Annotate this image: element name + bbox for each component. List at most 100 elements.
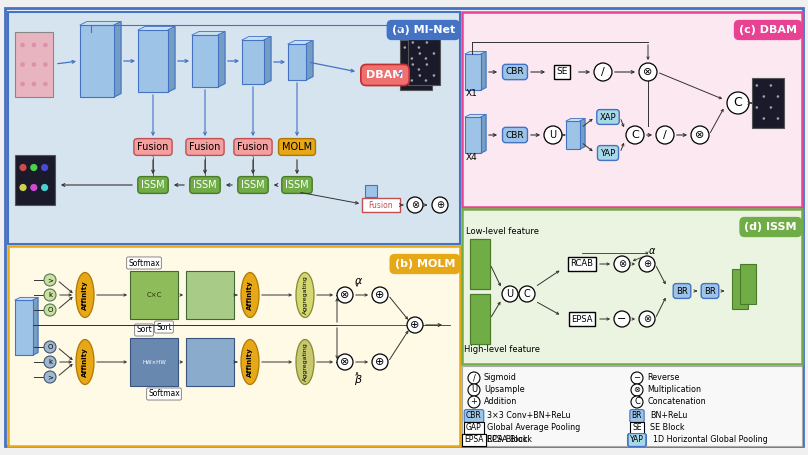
Circle shape [727, 92, 749, 114]
Polygon shape [33, 298, 38, 355]
Bar [740, 264, 756, 304]
Circle shape [468, 372, 480, 384]
Text: MOLM: MOLM [282, 142, 312, 152]
Text: Upsample: Upsample [484, 385, 524, 394]
Circle shape [472, 246, 473, 248]
Ellipse shape [241, 273, 259, 318]
Circle shape [425, 57, 427, 60]
Ellipse shape [76, 339, 94, 384]
Bar [365, 185, 377, 197]
Text: GAP: GAP [466, 424, 482, 433]
Circle shape [755, 84, 758, 87]
Text: SE Block: SE Block [650, 424, 684, 433]
Circle shape [426, 41, 428, 44]
Text: ⊗: ⊗ [411, 200, 419, 210]
Text: Affinity: Affinity [247, 280, 253, 310]
Bar [242, 40, 264, 84]
Text: ISSM: ISSM [285, 180, 309, 190]
Circle shape [44, 356, 56, 368]
Bar [288, 44, 306, 80]
Text: SE: SE [632, 424, 642, 433]
Text: O: O [48, 307, 53, 313]
Bar [192, 35, 218, 87]
Text: Fusion: Fusion [368, 201, 393, 209]
Circle shape [411, 63, 414, 66]
Polygon shape [580, 118, 585, 149]
Text: (a) MI-Net: (a) MI-Net [392, 25, 455, 35]
Circle shape [477, 312, 478, 313]
Circle shape [481, 323, 482, 324]
Bar [362, 198, 400, 212]
Text: k: k [48, 292, 52, 298]
Circle shape [481, 301, 482, 302]
Circle shape [631, 396, 643, 408]
Text: HW×HW: HW×HW [142, 359, 166, 364]
Circle shape [626, 126, 644, 144]
Text: Low-level feature: Low-level feature [465, 227, 538, 236]
Text: ⊗: ⊗ [643, 314, 651, 324]
Circle shape [639, 256, 655, 272]
Text: Reverse: Reverse [647, 374, 680, 383]
Bar [15, 300, 33, 355]
Polygon shape [465, 51, 486, 54]
Polygon shape [481, 51, 486, 90]
Text: YAP: YAP [630, 435, 644, 445]
Circle shape [639, 63, 657, 81]
Circle shape [44, 341, 56, 353]
Polygon shape [114, 21, 121, 97]
Circle shape [769, 84, 772, 87]
Text: α: α [649, 246, 655, 256]
Text: Aggregating: Aggregating [302, 343, 308, 381]
Text: Global Average Pooling: Global Average Pooling [487, 424, 580, 433]
Circle shape [486, 312, 487, 313]
Circle shape [614, 311, 630, 327]
Circle shape [472, 268, 473, 269]
Text: C×C: C×C [146, 292, 162, 298]
Text: ISSM: ISSM [193, 180, 217, 190]
Text: DBAM: DBAM [368, 70, 402, 80]
Text: DBAM: DBAM [366, 70, 404, 80]
Text: CBR: CBR [506, 67, 524, 76]
Circle shape [656, 126, 674, 144]
Circle shape [32, 62, 36, 67]
Text: C: C [524, 289, 530, 299]
Circle shape [20, 82, 25, 86]
Circle shape [411, 41, 414, 44]
Circle shape [425, 79, 427, 82]
Text: /: / [663, 130, 667, 140]
Text: C: C [634, 398, 640, 406]
Circle shape [30, 164, 37, 171]
Bar [15, 32, 53, 97]
Bar [400, 40, 432, 90]
Polygon shape [138, 26, 175, 30]
Text: (b) MOLM: (b) MOLM [394, 259, 455, 269]
Text: SE: SE [557, 67, 568, 76]
Circle shape [763, 117, 765, 120]
Circle shape [486, 279, 487, 280]
Polygon shape [168, 26, 175, 92]
Text: (c) DBAM: (c) DBAM [739, 25, 797, 35]
Text: High-level feature: High-level feature [464, 344, 540, 354]
Bar [470, 239, 490, 289]
Circle shape [419, 52, 421, 55]
Polygon shape [264, 36, 271, 84]
Text: α: α [355, 276, 362, 286]
Circle shape [631, 384, 643, 396]
Bar [462, 366, 802, 446]
Polygon shape [218, 31, 225, 87]
Circle shape [20, 62, 25, 67]
Bar [462, 209, 802, 364]
Circle shape [763, 95, 765, 98]
Text: Fusion: Fusion [137, 142, 169, 152]
Text: ⊗: ⊗ [633, 385, 641, 394]
Text: BR: BR [632, 411, 642, 420]
Text: 1D Horizontal Global Pooling: 1D Horizontal Global Pooling [653, 435, 768, 445]
Circle shape [418, 68, 420, 71]
Bar [80, 25, 114, 97]
Circle shape [337, 354, 353, 370]
Circle shape [19, 184, 27, 191]
Text: ⊗: ⊗ [340, 290, 350, 300]
Circle shape [407, 317, 423, 333]
Circle shape [631, 372, 643, 384]
Circle shape [30, 184, 37, 191]
